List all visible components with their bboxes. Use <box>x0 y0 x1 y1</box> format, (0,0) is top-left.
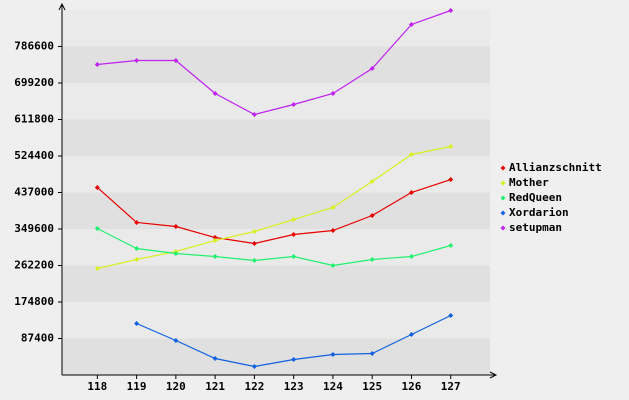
data-point <box>94 184 100 190</box>
y-tick-label: 174800 <box>14 295 54 308</box>
series-line <box>97 227 451 267</box>
grid-band <box>62 119 490 156</box>
grid-band <box>62 229 490 266</box>
data-point <box>251 240 257 246</box>
series-line <box>96 178 451 245</box>
data-point <box>448 8 454 14</box>
legend-marker <box>500 195 506 201</box>
x-tick-label: 124 <box>323 380 343 393</box>
data-point <box>408 190 414 195</box>
data-point <box>251 257 257 263</box>
legend-label: Allianzschnitt <box>509 161 602 174</box>
data-point <box>330 351 336 357</box>
x-tick-label: 122 <box>244 380 264 393</box>
data-point <box>330 263 336 268</box>
data-point <box>330 90 336 96</box>
data-point <box>408 254 414 260</box>
data-point <box>94 266 100 272</box>
data-point <box>291 254 297 260</box>
y-tick-label: 611800 <box>14 113 54 126</box>
x-tick-label: 118 <box>87 380 107 393</box>
grid-band <box>62 46 490 83</box>
data-point <box>448 177 454 183</box>
data-point <box>134 57 140 63</box>
data-point <box>291 217 297 223</box>
y-tick-label: 87400 <box>21 332 54 345</box>
x-axis-arrow <box>489 371 498 379</box>
data-point <box>134 321 140 327</box>
data-point <box>291 357 297 363</box>
data-point <box>212 356 218 362</box>
data-point <box>212 237 218 243</box>
grid-band <box>62 83 490 120</box>
y-tick-label: 262200 <box>14 259 54 272</box>
data-point <box>134 256 140 262</box>
data-point <box>408 21 414 27</box>
data-point <box>212 254 218 260</box>
series-line <box>97 9 451 116</box>
series-line <box>97 145 451 270</box>
legend-label: Mother <box>509 176 549 189</box>
y-tick-label: 349600 <box>14 222 54 235</box>
legend-marker <box>500 180 506 186</box>
grid-band <box>62 265 490 302</box>
data-point <box>448 242 454 248</box>
legend-label: Xordarion <box>509 206 569 219</box>
data-point <box>448 312 454 318</box>
y-tick-label: 786600 <box>14 40 54 53</box>
grid-band <box>62 338 490 375</box>
data-point <box>134 219 140 225</box>
legend-marker <box>500 210 506 216</box>
data-point <box>134 246 140 252</box>
data-point <box>369 213 375 219</box>
grid-band <box>62 10 490 47</box>
data-point <box>369 66 375 72</box>
data-point <box>173 223 179 229</box>
data-point <box>212 90 218 96</box>
data-point <box>408 331 414 337</box>
data-point <box>369 350 375 356</box>
data-point <box>94 61 100 67</box>
x-tick-label: 127 <box>441 380 461 393</box>
data-point <box>212 235 218 241</box>
data-point <box>291 232 297 238</box>
legend-marker <box>500 165 506 171</box>
data-point <box>369 179 375 185</box>
x-tick-label: 121 <box>205 380 225 393</box>
x-tick-label: 123 <box>284 380 304 393</box>
data-point <box>369 256 375 262</box>
y-tick-label: 437000 <box>14 186 54 199</box>
grid-band <box>62 302 490 339</box>
data-point <box>330 228 336 234</box>
legend-label: setupman <box>509 221 562 234</box>
grid-band <box>62 192 490 229</box>
data-point <box>251 111 257 117</box>
grid-band <box>62 156 490 193</box>
data-point <box>251 229 257 235</box>
x-tick-label: 120 <box>166 380 186 393</box>
x-tick-label: 119 <box>127 380 147 393</box>
data-point <box>94 225 100 231</box>
data-point <box>330 204 336 210</box>
data-point <box>291 102 297 108</box>
data-point <box>448 144 454 150</box>
legend-marker <box>500 225 506 231</box>
data-point <box>173 338 179 344</box>
x-tick-label: 126 <box>402 380 422 393</box>
data-point <box>408 151 414 157</box>
data-point <box>173 251 179 257</box>
y-axis-arrow <box>58 2 66 11</box>
data-point <box>251 363 257 369</box>
x-tick-label: 125 <box>362 380 382 393</box>
data-point <box>173 57 179 63</box>
legend-label: RedQueen <box>509 191 562 204</box>
y-tick-label: 524400 <box>14 149 54 162</box>
y-tick-label: 699200 <box>14 76 54 89</box>
